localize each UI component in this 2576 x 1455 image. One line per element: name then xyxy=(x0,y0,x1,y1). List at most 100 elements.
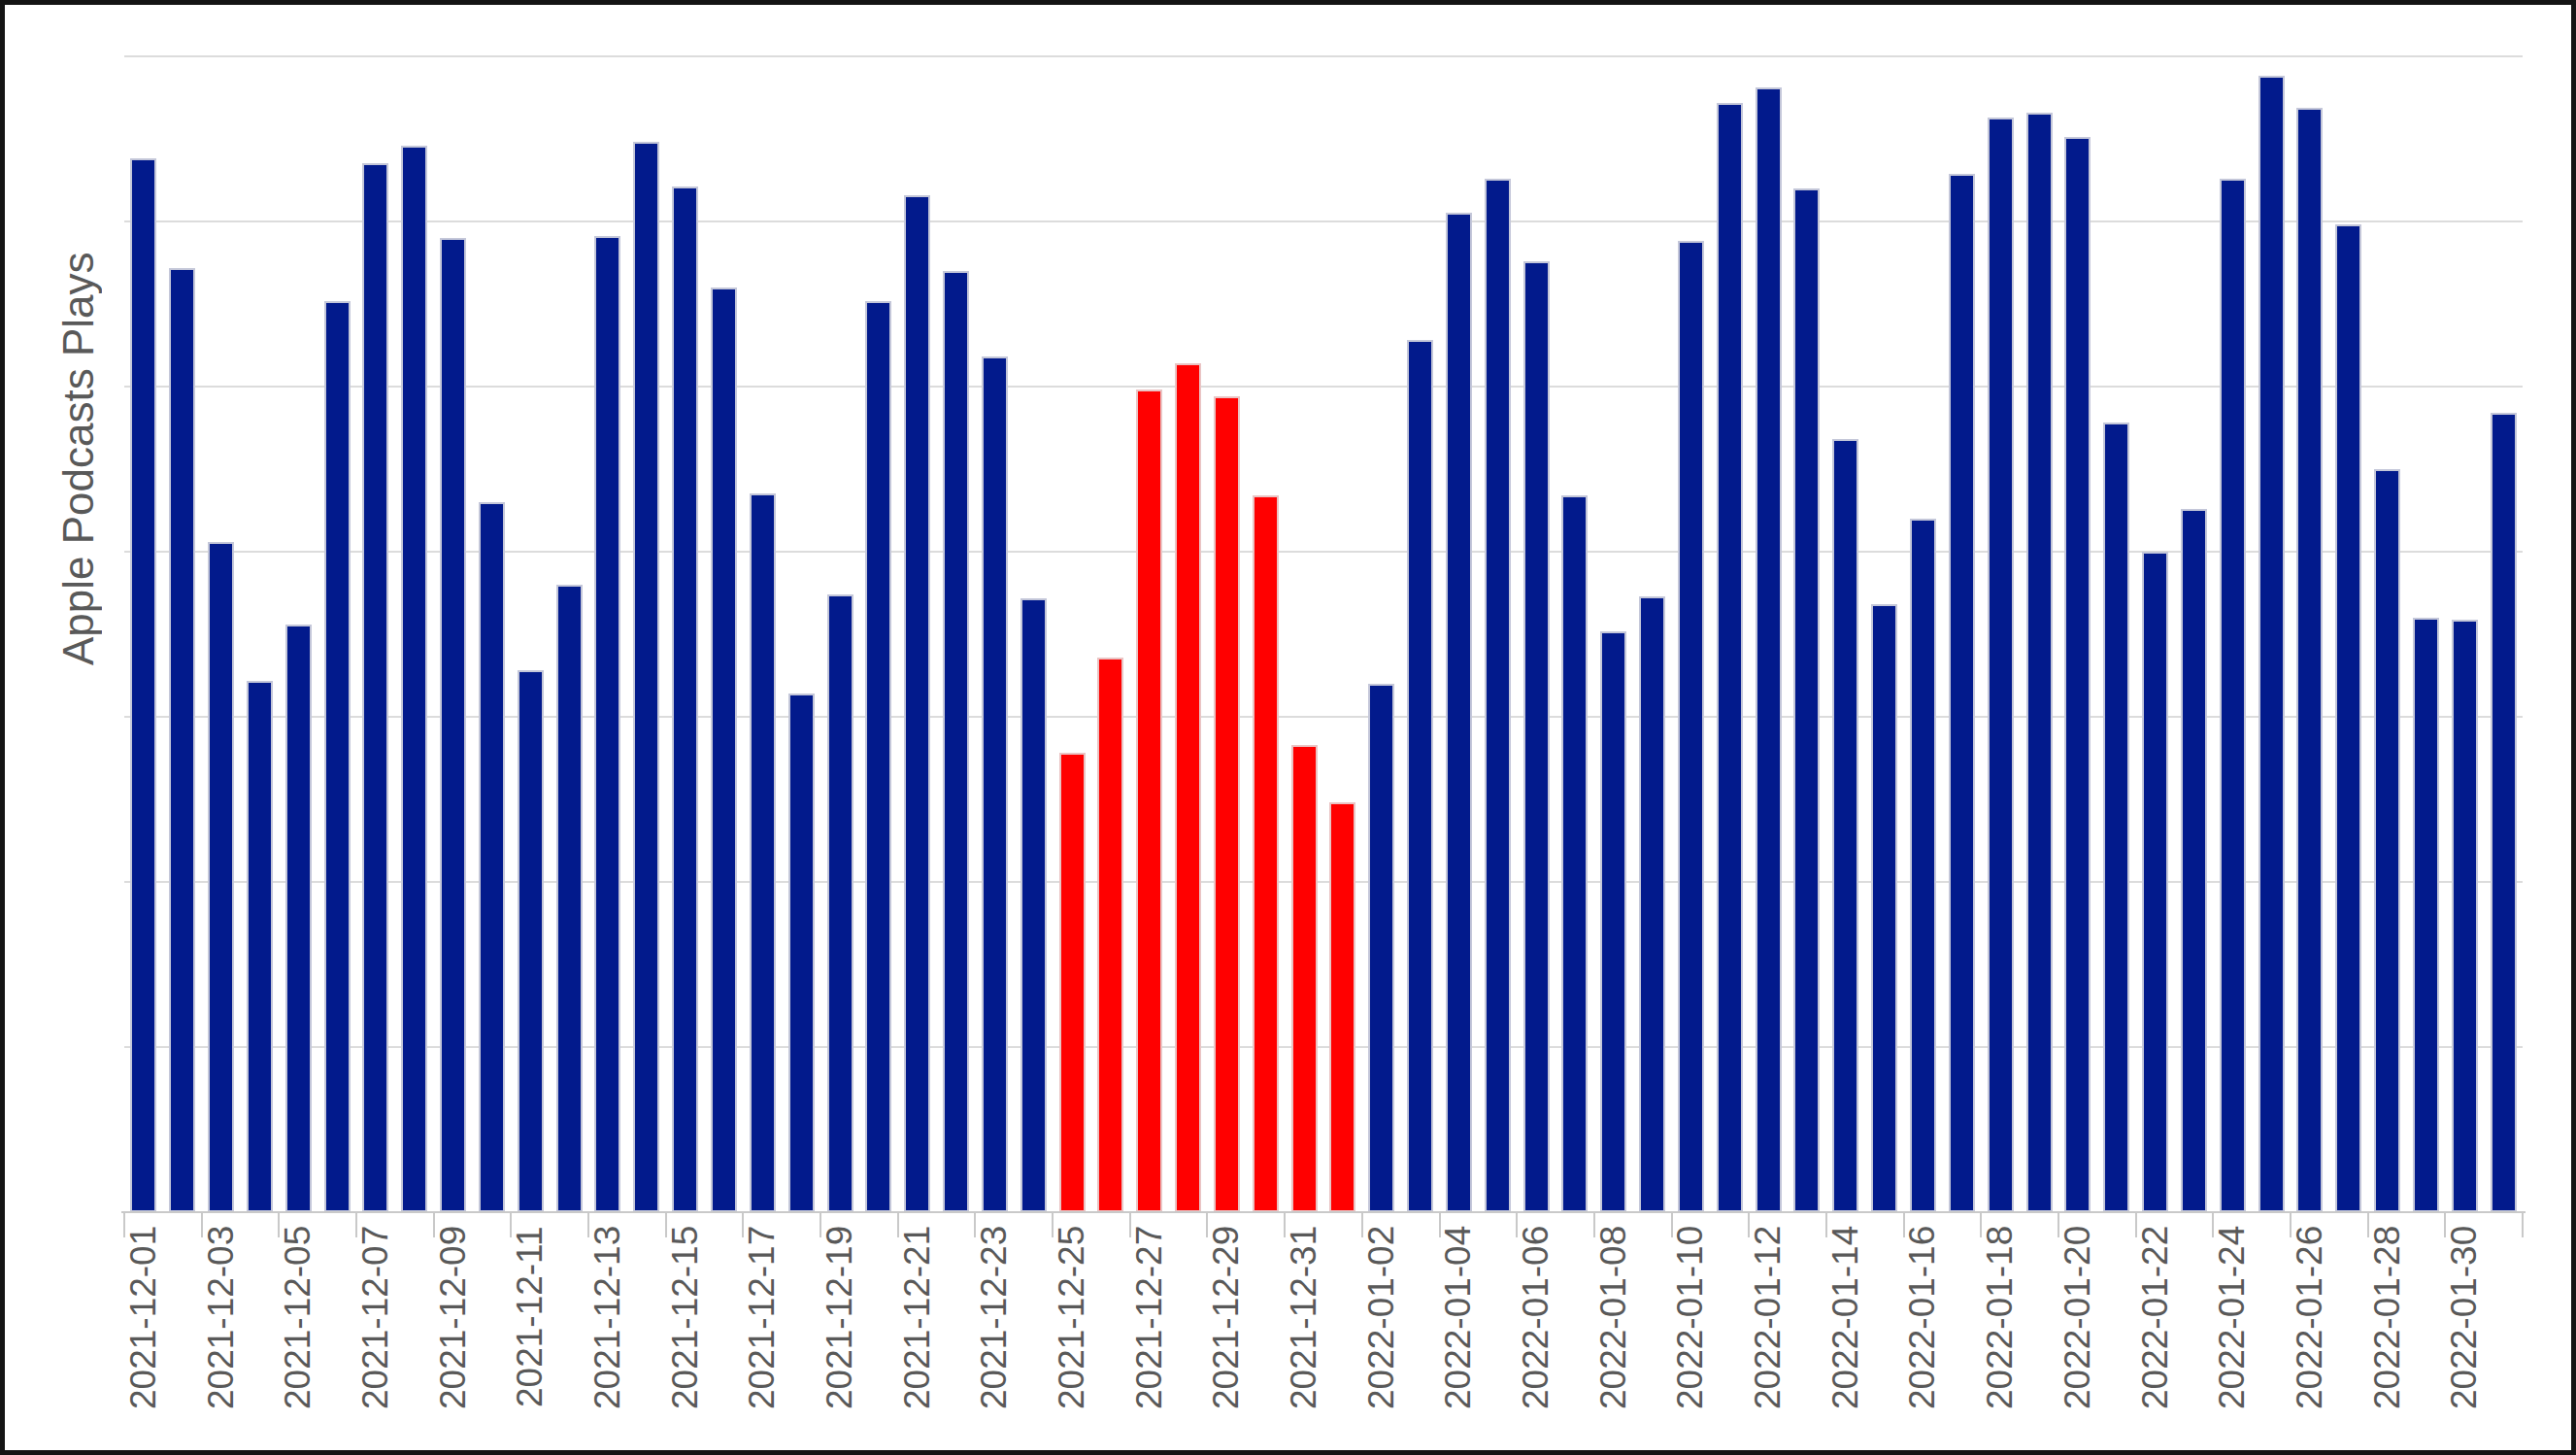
bar-2022-01-29 xyxy=(2413,618,2439,1212)
x-axis-label-2021-12-21: 2021-12-21 xyxy=(898,1226,937,1432)
x-axis-label-2022-01-28: 2022-01-28 xyxy=(2368,1226,2407,1432)
bar-2022-01-23 xyxy=(2181,509,2207,1212)
bar-2021-12-17 xyxy=(750,493,776,1212)
plot-area xyxy=(124,56,2523,1212)
x-axis-label-2021-12-29: 2021-12-29 xyxy=(1207,1226,1246,1432)
bar-2021-12-20 xyxy=(865,301,891,1212)
bar-2022-01-09 xyxy=(1639,596,1665,1212)
bar-2022-01-21 xyxy=(2103,423,2129,1212)
bar-2022-01-11 xyxy=(1717,103,1743,1212)
bar-2022-01-24 xyxy=(2220,179,2246,1212)
x-axis-label-2022-01-24: 2022-01-24 xyxy=(2213,1226,2252,1432)
bar-2022-01-30 xyxy=(2452,620,2478,1212)
bar-2022-01-10 xyxy=(1678,241,1704,1212)
gridline-2500 xyxy=(124,386,2523,388)
bar-2022-01-03 xyxy=(1407,340,1433,1212)
bar-2021-12-27 xyxy=(1136,389,1162,1212)
bar-2022-01-04 xyxy=(1446,213,1472,1212)
x-axis-label-2021-12-15: 2021-12-15 xyxy=(666,1226,705,1432)
x-axis-line xyxy=(121,1211,2526,1213)
bar-2021-12-12 xyxy=(556,585,583,1212)
bar-2021-12-07 xyxy=(362,163,388,1212)
bar-2022-01-17 xyxy=(1949,174,1975,1212)
bar-2021-12-31 xyxy=(1291,745,1318,1212)
x-axis-label-2022-01-08: 2022-01-08 xyxy=(1594,1226,1633,1432)
x-axis-label-2021-12-25: 2021-12-25 xyxy=(1053,1226,1091,1432)
bar-2022-01-05 xyxy=(1485,179,1511,1212)
x-axis-label-2021-12-17: 2021-12-17 xyxy=(743,1226,782,1432)
bar-2021-12-21 xyxy=(904,195,930,1212)
bar-2022-01-08 xyxy=(1600,631,1626,1212)
bar-2021-12-15 xyxy=(672,186,698,1212)
bar-2021-12-24 xyxy=(1020,598,1047,1212)
bar-2022-01-19 xyxy=(2026,113,2053,1212)
bar-2021-12-14 xyxy=(633,142,659,1212)
x-axis-label-2021-12-23: 2021-12-23 xyxy=(975,1226,1014,1432)
y-axis-title: Apple Podcasts Plays xyxy=(51,259,106,658)
bar-2021-12-23 xyxy=(982,356,1008,1212)
x-axis-label-2021-12-05: 2021-12-05 xyxy=(279,1226,318,1432)
bar-2022-01-22 xyxy=(2142,552,2168,1212)
bar-2021-12-06 xyxy=(324,301,351,1212)
x-axis-label-2021-12-09: 2021-12-09 xyxy=(434,1226,473,1432)
bar-2022-01-01 xyxy=(1329,802,1355,1212)
x-axis-label-2022-01-22: 2022-01-22 xyxy=(2136,1226,2175,1432)
x-axis-label-2022-01-04: 2022-01-04 xyxy=(1439,1226,1478,1432)
bar-2022-01-14 xyxy=(1832,439,1858,1212)
x-axis-label-2021-12-11: 2021-12-11 xyxy=(511,1226,550,1432)
x-axis-tick xyxy=(2522,1212,2524,1237)
bar-2021-12-01 xyxy=(130,158,156,1212)
bar-2021-12-08 xyxy=(401,146,427,1212)
x-axis-label-2022-01-18: 2022-01-18 xyxy=(1981,1226,2020,1432)
bar-2021-12-19 xyxy=(827,594,853,1212)
bar-2021-12-22 xyxy=(943,271,969,1212)
x-axis-label-2022-01-14: 2022-01-14 xyxy=(1826,1226,1865,1432)
bar-2022-01-26 xyxy=(2296,108,2323,1212)
x-axis-label-2021-12-31: 2021-12-31 xyxy=(1285,1226,1323,1432)
bar-2022-01-07 xyxy=(1561,495,1588,1212)
bar-2021-12-29 xyxy=(1214,396,1240,1212)
x-axis-label-2021-12-03: 2021-12-03 xyxy=(202,1226,241,1432)
x-axis-label-2021-12-13: 2021-12-13 xyxy=(588,1226,627,1432)
x-axis-label-2022-01-20: 2022-01-20 xyxy=(2058,1226,2097,1432)
gridline-3500 xyxy=(124,55,2523,57)
x-axis-label-2022-01-10: 2022-01-10 xyxy=(1671,1226,1710,1432)
x-axis-label-2022-01-12: 2022-01-12 xyxy=(1749,1226,1788,1432)
x-axis-label-2022-01-02: 2022-01-02 xyxy=(1362,1226,1401,1432)
bar-2022-01-28 xyxy=(2374,469,2400,1212)
bar-2021-12-04 xyxy=(247,681,273,1212)
x-axis-label-2022-01-16: 2022-01-16 xyxy=(1903,1226,1942,1432)
bar-2021-12-10 xyxy=(479,502,505,1212)
x-axis-label-2021-12-01: 2021-12-01 xyxy=(124,1226,163,1432)
bar-2021-12-28 xyxy=(1175,363,1201,1212)
bar-2021-12-30 xyxy=(1253,495,1279,1212)
bar-2022-01-27 xyxy=(2335,224,2361,1212)
bar-2022-01-20 xyxy=(2064,137,2091,1212)
x-axis-label-2022-01-26: 2022-01-26 xyxy=(2291,1226,2329,1432)
x-axis-label-2021-12-07: 2021-12-07 xyxy=(356,1226,395,1432)
bar-2021-12-05 xyxy=(285,625,312,1212)
bar-2021-12-11 xyxy=(518,670,544,1212)
bar-2021-12-09 xyxy=(440,238,466,1212)
bar-2021-12-16 xyxy=(711,288,737,1212)
bar-2022-01-18 xyxy=(1988,118,2014,1212)
bar-2022-01-31 xyxy=(2491,413,2517,1212)
bar-2021-12-18 xyxy=(788,694,815,1212)
bar-2022-01-12 xyxy=(1756,87,1782,1212)
x-axis-label-2021-12-19: 2021-12-19 xyxy=(820,1226,859,1432)
bar-2022-01-15 xyxy=(1871,604,1897,1212)
bar-2021-12-03 xyxy=(208,542,234,1212)
bar-2022-01-06 xyxy=(1523,261,1550,1212)
bar-2022-01-02 xyxy=(1368,684,1394,1212)
bar-2021-12-13 xyxy=(594,236,620,1212)
x-axis-label-2021-12-27: 2021-12-27 xyxy=(1130,1226,1169,1432)
gridline-3000 xyxy=(124,220,2523,222)
bar-2021-12-25 xyxy=(1059,753,1086,1212)
bar-2021-12-02 xyxy=(169,268,195,1212)
bar-2022-01-25 xyxy=(2258,76,2285,1212)
chart-frame: Apple Podcasts Plays 2021-12-01 2021-12-0… xyxy=(0,0,2576,1455)
x-axis-label-2022-01-30: 2022-01-30 xyxy=(2445,1226,2484,1432)
bar-2022-01-13 xyxy=(1793,188,1820,1212)
bar-2022-01-16 xyxy=(1910,519,1936,1212)
x-axis-label-2022-01-06: 2022-01-06 xyxy=(1517,1226,1556,1432)
